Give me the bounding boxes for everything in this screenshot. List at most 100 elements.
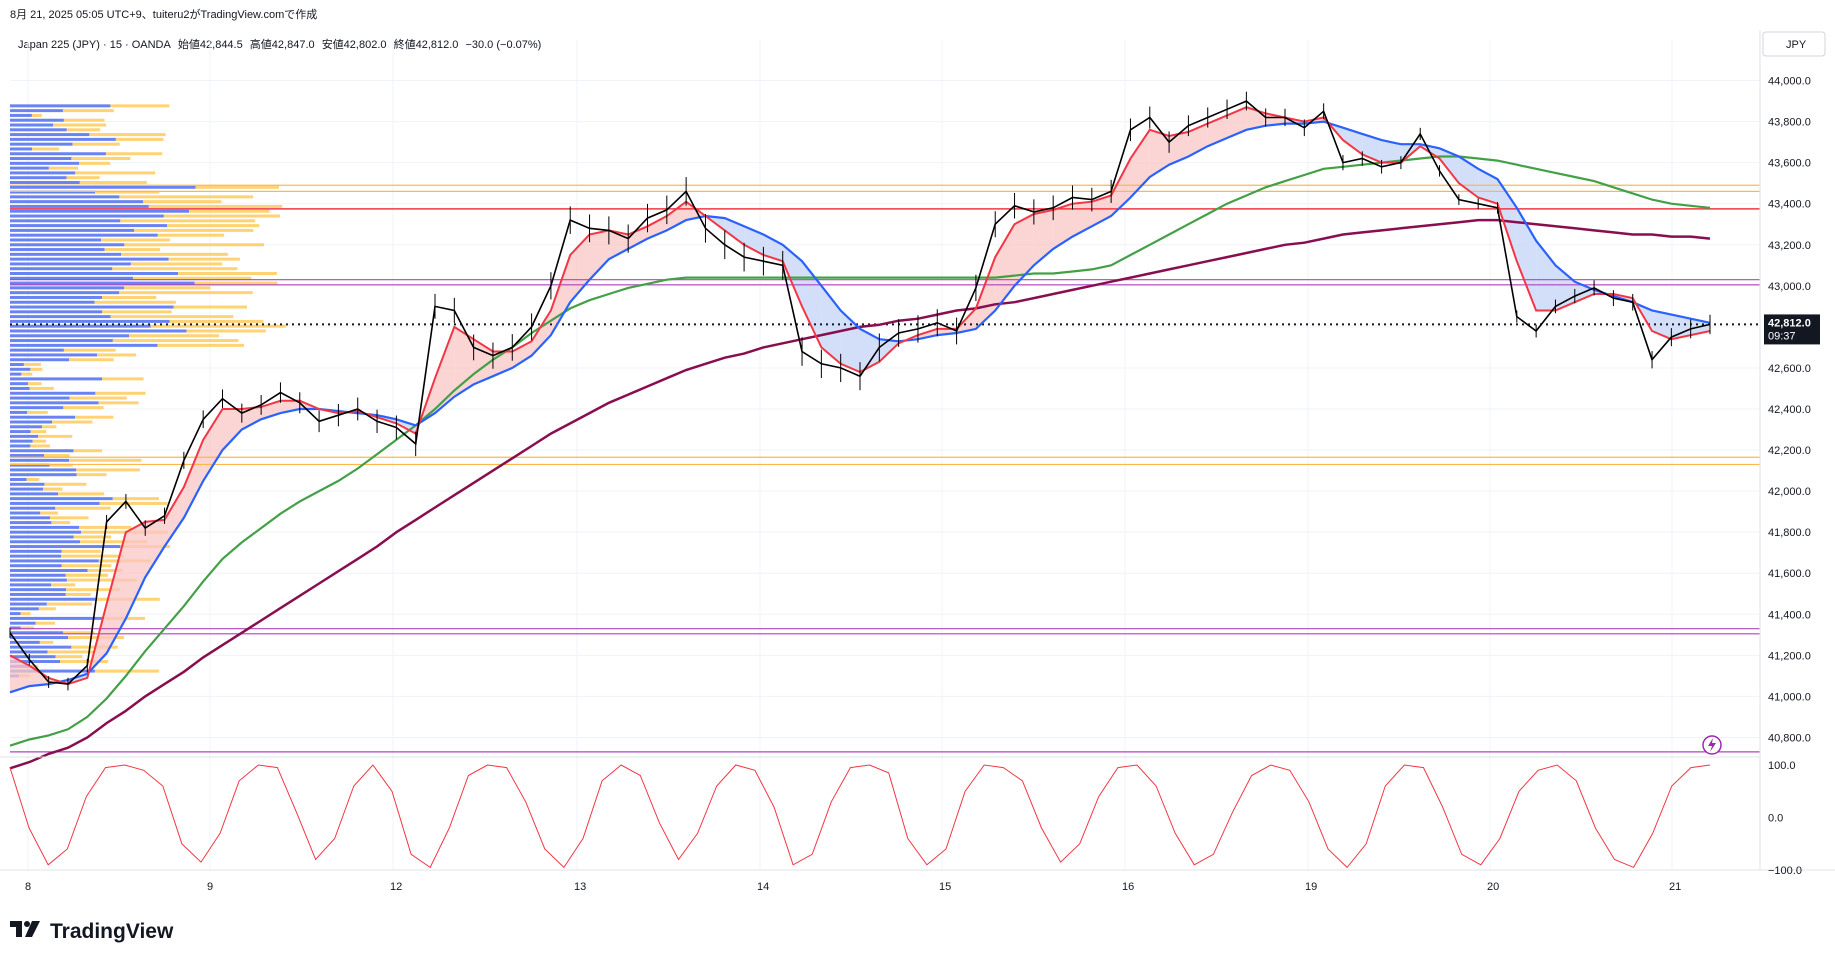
volume-profile-bar-sell (20, 626, 34, 630)
x-tick-label: 9 (207, 881, 213, 893)
volume-profile-bar-buy (10, 473, 77, 477)
volume-profile-bar-buy (10, 109, 63, 113)
volume-profile-bar-sell (21, 372, 33, 376)
symbol-label[interactable]: Japan 225 (JPY) · 15 · OANDA (18, 39, 171, 51)
volume-profile-bar-sell (112, 267, 238, 271)
ema-cloud-segment (1033, 209, 1054, 266)
ema-cloud-segment (860, 328, 880, 373)
volume-profile-bar-sell (47, 650, 94, 654)
ema-cloud-segment (1227, 107, 1247, 139)
y-tick-label: 41,000.0 (1768, 691, 1811, 703)
volume-profile-bar-buy (10, 530, 82, 534)
lightning-icon[interactable] (1702, 735, 1722, 755)
volume-profile-bar-buy (10, 334, 130, 338)
oscillator-line (9, 764, 1711, 869)
volume-profile-bar-sell (80, 540, 148, 544)
volume-profile-bar-buy (10, 406, 64, 410)
close-value: 終値42,812.0 (393, 39, 459, 51)
volume-profile-bar-buy (10, 506, 56, 510)
osc-tick-label: 0.0 (1768, 813, 1783, 825)
volume-profile-bar-sell (35, 621, 56, 625)
volume-profile-bar-sell (97, 353, 137, 357)
volume-profile-bar-buy (10, 468, 77, 472)
volume-profile-bar-sell (169, 319, 264, 323)
currency-box[interactable] (1762, 31, 1826, 57)
volume-profile-bar-buy (10, 281, 195, 285)
volume-profile-bar-sell (61, 549, 101, 553)
volume-profile-bar-buy (10, 147, 33, 151)
volume-profile-bar-sell (157, 233, 225, 237)
volume-profile-bar-sell (124, 243, 265, 247)
volume-profile-bar-sell (178, 272, 277, 276)
volume-profile-bar-buy (10, 434, 39, 438)
volume-profile-bar-buy (10, 367, 31, 371)
volume-profile-bar-sell (110, 104, 170, 108)
osc-tick-label: −100.0 (1768, 865, 1802, 877)
volume-profile-bar-sell (72, 142, 120, 146)
volume-profile-bar-buy (10, 353, 98, 357)
high-value: 高値42,847.0 (249, 39, 315, 51)
volume-profile-bar-sell (73, 449, 102, 453)
volume-profile-bar-sell (69, 396, 127, 400)
volume-profile-bar-sell (173, 305, 247, 309)
volume-profile-bar-sell (102, 377, 144, 381)
volume-profile-bar-sell (51, 583, 76, 587)
volume-profile-bar-buy (10, 463, 50, 467)
grid-lines (10, 40, 1760, 870)
ema-cloud-segment (995, 224, 1015, 311)
volume-profile-bar-buy (10, 286, 125, 290)
y-tick-label: 41,400.0 (1768, 609, 1811, 621)
y-tick-label: 42,000.0 (1768, 486, 1811, 498)
volume-profile-bar-buy (10, 291, 120, 295)
volume-profile (10, 104, 286, 678)
x-tick-label: 13 (574, 881, 586, 893)
volume-profile-bar-buy (10, 554, 62, 558)
volume-profile-bar-sell (87, 568, 123, 572)
volume-profile-bar-buy (10, 176, 67, 180)
volume-profile-bar-buy (10, 157, 72, 161)
volume-profile-bar-buy (10, 521, 52, 525)
ema-cloud-segment (628, 226, 648, 249)
volume-profile-bar-buy (10, 238, 102, 242)
volume-profile-bar-buy (10, 645, 72, 649)
brand[interactable]: TradingView (10, 919, 173, 945)
volume-profile-bar-sell (27, 410, 48, 414)
volume-profile-bar-sell (44, 482, 87, 486)
volume-profile-bar-buy (10, 343, 158, 347)
volume-profile-bar-sell (130, 262, 223, 266)
last-price-tag: 42,812.0 09:37 (1764, 314, 1820, 345)
volume-profile-bar-sell (63, 348, 116, 352)
y-tick-label: 42,400.0 (1768, 404, 1811, 416)
ema-cloud-segment (550, 255, 571, 336)
volume-profile-bar-sell (27, 382, 42, 386)
volume-profile-bar-buy (10, 501, 100, 505)
volume-profile-bar-buy (10, 161, 80, 165)
ema-cloud-segment (222, 409, 242, 451)
volume-profile-bar-buy (10, 128, 67, 132)
ema-cloud-segment (473, 339, 493, 385)
volume-profile-bar-buy (10, 602, 47, 606)
volume-profile-bar-sell (112, 497, 159, 501)
ema-cloud-fills (10, 107, 1710, 693)
volume-profile-bar-sell (112, 339, 239, 343)
volume-profile-bar-buy (10, 482, 45, 486)
volume-profile-bar-sell (81, 530, 168, 534)
volume-profile-bar-sell (89, 133, 166, 137)
volume-profile-bar-sell (79, 161, 111, 165)
ema-cloud-segment (975, 257, 996, 329)
ma-maroon-line (9, 218, 1711, 770)
volume-profile-bar-sell (53, 123, 107, 127)
volume-profile-bar-buy (10, 516, 51, 520)
y-tick-label: 41,600.0 (1768, 568, 1811, 580)
volume-profile-bar-sell (30, 367, 43, 371)
volume-profile-bar-sell (163, 214, 280, 218)
volume-profile-bar-buy (10, 295, 103, 299)
volume-profile-bar-buy (10, 578, 67, 582)
volume-profile-bar-sell (101, 238, 170, 242)
volume-profile-bar-buy (10, 439, 33, 443)
volume-profile-bar-buy (10, 415, 76, 419)
volume-profile-bar-buy (10, 204, 149, 208)
y-tick-label: 43,800.0 (1768, 117, 1811, 129)
y-tick-label: 41,800.0 (1768, 527, 1811, 539)
